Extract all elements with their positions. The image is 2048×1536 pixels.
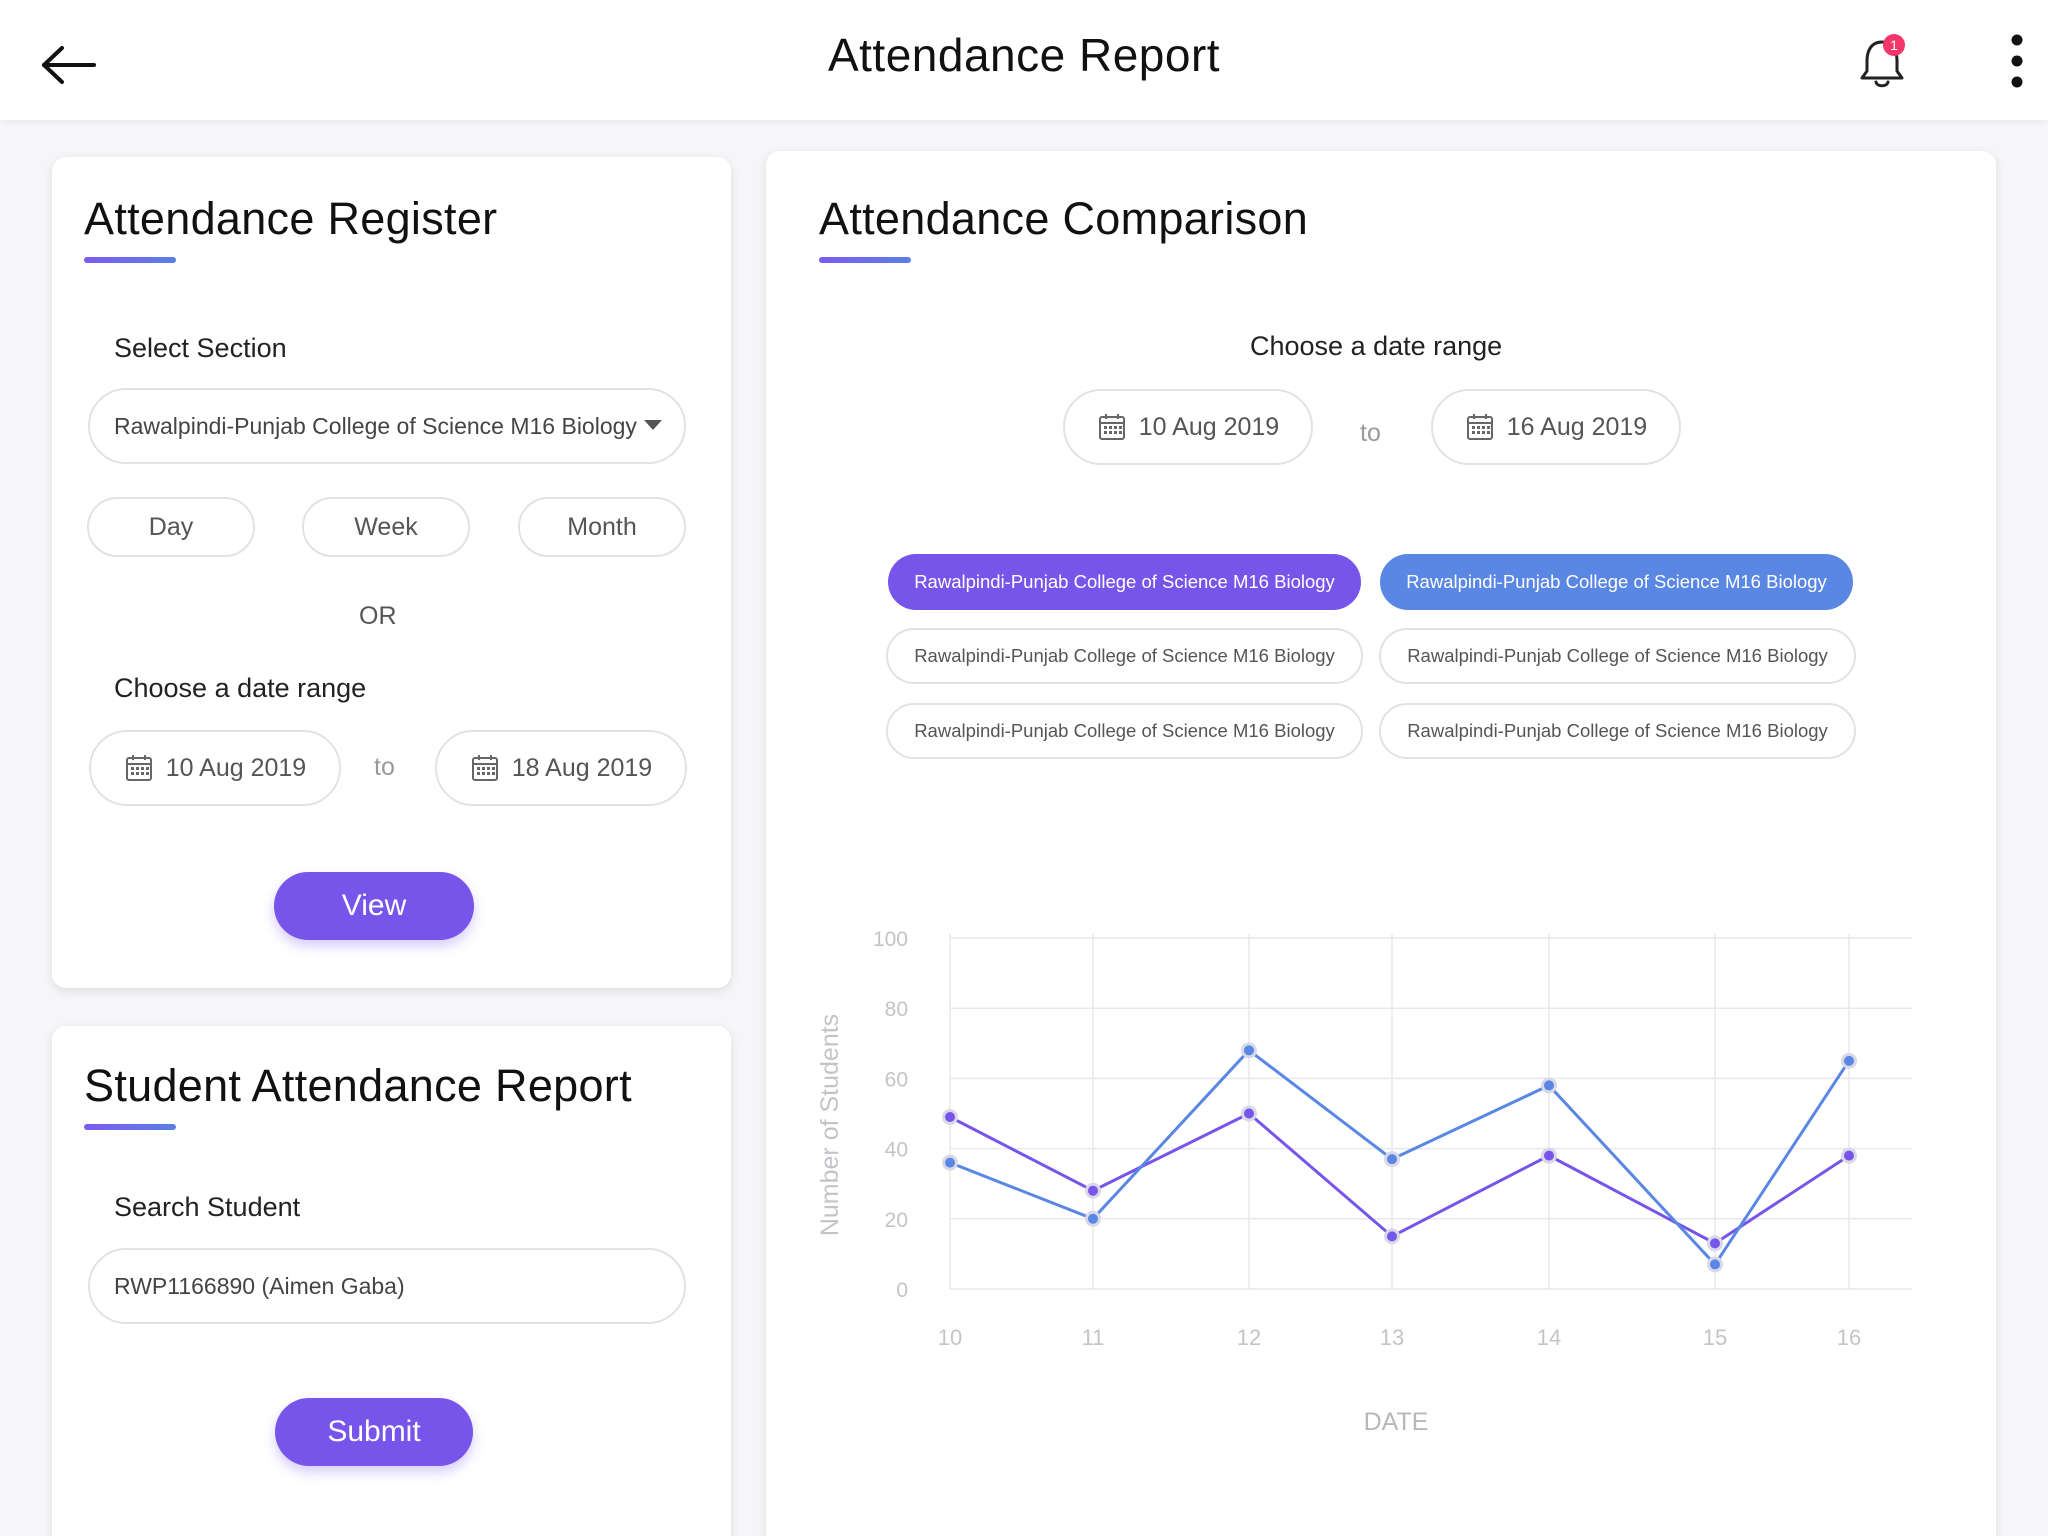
data-point (1544, 1150, 1554, 1161)
section-chip[interactable]: Rawalpindi-Punjab College of Science M16… (886, 703, 1363, 759)
calendar-icon (1098, 414, 1125, 440)
calendar-icon (471, 755, 498, 781)
student-attendance-card: Student Attendance Report Search Student… (52, 1026, 731, 1536)
search-student-label: Search Student (114, 1192, 301, 1222)
comparison-from-date-value: 10 Aug 2019 (1138, 412, 1280, 441)
attendance-comparison-card: Attendance Comparison Choose a date rang… (766, 151, 1996, 1536)
title-underline (84, 257, 176, 263)
data-point (1844, 1150, 1854, 1161)
date-range-label: Choose a date range (114, 673, 367, 703)
card-title: Student Attendance Report (84, 1060, 632, 1111)
period-day-button[interactable]: Day (87, 497, 255, 557)
app-header: Attendance Report 1 (0, 0, 2048, 120)
period-month-button[interactable]: Month (518, 497, 686, 557)
student-search-value: RWP1166890 (Aimen Gaba) (114, 1272, 405, 1299)
section-select-value: Rawalpindi-Punjab College of Science M16… (114, 412, 637, 439)
x-tick-label: 13 (1380, 1325, 1404, 1350)
comparison-to-date-value: 16 Aug 2019 (1506, 412, 1648, 441)
period-week-button[interactable]: Week (302, 497, 470, 557)
x-tick-label: 16 (1837, 1325, 1861, 1350)
calendar-icon (1466, 414, 1493, 440)
title-underline (84, 1124, 176, 1130)
x-tick-label: 12 (1237, 1325, 1261, 1350)
comparison-to-date-picker[interactable]: 16 Aug 2019 (1431, 389, 1681, 465)
title-underline (819, 257, 911, 263)
attendance-register-card: Attendance Register Select Section Rawal… (52, 157, 731, 988)
series-line-1 (949, 1112, 1850, 1245)
x-tick-label: 10 (938, 1325, 962, 1350)
view-button[interactable]: View (274, 872, 474, 940)
data-point (945, 1112, 955, 1123)
card-title: Attendance Register (84, 193, 498, 244)
section-chip[interactable]: Rawalpindi-Punjab College of Science M16… (888, 554, 1361, 610)
data-point (1710, 1238, 1720, 1249)
back-arrow-icon[interactable] (38, 40, 98, 90)
chevron-down-icon (644, 420, 662, 430)
section-chip[interactable]: Rawalpindi-Punjab College of Science M16… (1380, 554, 1853, 610)
to-separator: to (1360, 419, 1381, 447)
y-tick-label: 20 (885, 1209, 908, 1232)
data-point (1244, 1108, 1254, 1119)
data-point (945, 1157, 955, 1168)
to-separator: to (374, 753, 395, 781)
y-tick-label: 40 (885, 1139, 908, 1162)
y-axis-label: Number of Students (816, 1014, 844, 1236)
student-search-input[interactable]: RWP1166890 (Aimen Gaba) (88, 1248, 686, 1324)
to-date-picker[interactable]: 18 Aug 2019 (435, 730, 687, 806)
section-select[interactable]: Rawalpindi-Punjab College of Science M16… (88, 388, 686, 464)
y-tick-label: 60 (885, 1068, 908, 1091)
comparison-date-range-label: Choose a date range (1250, 331, 1503, 361)
data-point (1244, 1045, 1254, 1056)
data-point (1844, 1055, 1854, 1066)
section-chip[interactable]: Rawalpindi-Punjab College of Science M16… (886, 628, 1363, 684)
section-chip[interactable]: Rawalpindi-Punjab College of Science M16… (1379, 628, 1856, 684)
data-point (1710, 1259, 1720, 1270)
data-point (1387, 1231, 1397, 1242)
data-point (1544, 1080, 1554, 1091)
data-point (1088, 1213, 1098, 1224)
x-tick-label: 15 (1703, 1325, 1727, 1350)
data-point (1088, 1185, 1098, 1196)
calendar-icon (125, 755, 152, 781)
attendance-line-chart: 0 20 40 60 80 100 10 11 12 13 14 15 16 DATE Number of … (816, 928, 1912, 1436)
x-tick-label: 14 (1537, 1325, 1561, 1350)
x-tick-label: 11 (1082, 1325, 1105, 1350)
select-section-label: Select Section (114, 333, 287, 363)
x-axis-label: DATE (1364, 1408, 1429, 1436)
card-title: Attendance Comparison (819, 193, 1309, 244)
y-tick-label: 0 (896, 1279, 908, 1302)
y-tick-label: 80 (885, 998, 908, 1021)
data-point (1387, 1154, 1397, 1165)
page-title: Attendance Report (827, 29, 1221, 81)
notification-badge: 1 (1883, 34, 1905, 56)
from-date-value: 10 Aug 2019 (165, 753, 307, 782)
to-date-value: 18 Aug 2019 (511, 753, 653, 782)
section-chip[interactable]: Rawalpindi-Punjab College of Science M16… (1379, 703, 1856, 759)
or-separator: OR (359, 602, 397, 630)
comparison-from-date-picker[interactable]: 10 Aug 2019 (1063, 389, 1313, 465)
submit-button[interactable]: Submit (275, 1398, 473, 1466)
y-tick-label: 100 (873, 928, 908, 951)
from-date-picker[interactable]: 10 Aug 2019 (89, 730, 341, 806)
more-vertical-icon[interactable] (2002, 34, 2032, 88)
